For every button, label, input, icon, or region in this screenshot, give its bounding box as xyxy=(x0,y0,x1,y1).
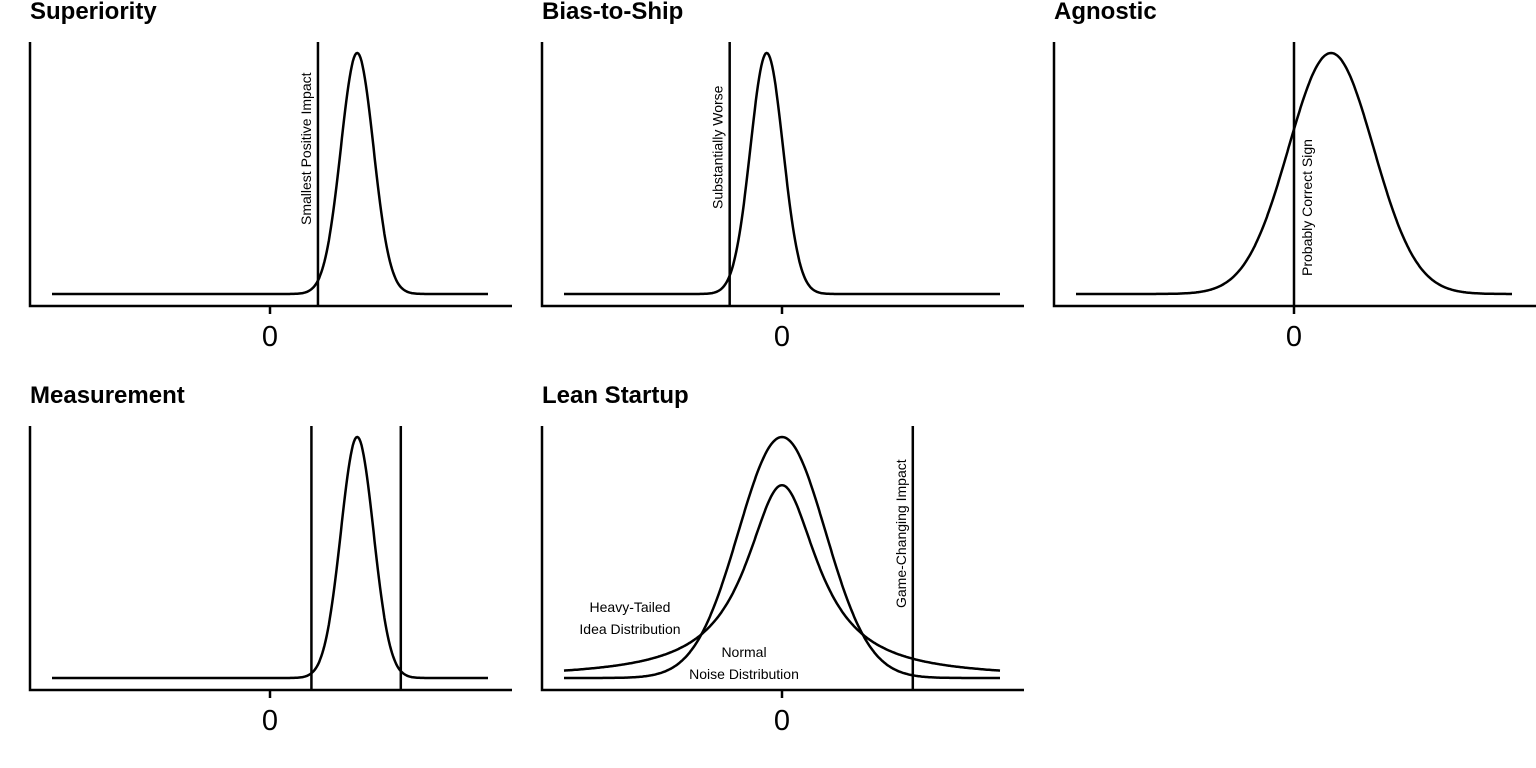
panel-measurement: Measurement 0 xyxy=(28,382,512,737)
density-curve-1 xyxy=(564,51,1000,296)
axis-lines xyxy=(540,426,1024,692)
panel-bias-to-ship: Bias-to-Ship 0 Substantially Worse xyxy=(540,0,1024,353)
x-tick-label: 0 xyxy=(262,705,278,737)
panel-title: Agnostic xyxy=(1054,0,1157,25)
threshold-label: Substantially Worse xyxy=(710,85,726,209)
threshold-label: Game-Changing Impact xyxy=(893,459,909,608)
density-curve-2 xyxy=(564,435,1000,680)
panel-title: Bias-to-Ship xyxy=(542,0,683,25)
x-tick-label: 0 xyxy=(774,705,790,737)
threshold-label: Smallest Positive Impact xyxy=(298,72,314,225)
panel-title: Lean Startup xyxy=(542,382,689,409)
density-curve-1 xyxy=(52,435,488,680)
panel-superiority: Superiority 0 Smallest Positive Impact xyxy=(28,0,512,353)
panel-agnostic: Agnostic 0 Probably Correct Sign xyxy=(1052,0,1536,353)
distribution-annotation: Normal xyxy=(721,644,766,660)
x-tick-label: 0 xyxy=(1286,321,1302,353)
x-tick-label: 0 xyxy=(262,321,278,353)
distribution-annotation: Noise Distribution xyxy=(689,666,799,682)
distribution-annotation: Idea Distribution xyxy=(579,621,680,637)
axis-lines xyxy=(540,42,1024,308)
panel-lean-startup: Lean Startup 0 Game-Changing Impact Heavy-T… xyxy=(540,382,1024,737)
x-tick-label: 0 xyxy=(774,321,790,353)
density-curve-1 xyxy=(563,483,1001,672)
distribution-annotation: Heavy-Tailed xyxy=(590,599,671,615)
axis-lines xyxy=(28,42,512,308)
panel-title: Superiority xyxy=(30,0,157,25)
threshold-label: Probably Correct Sign xyxy=(1299,139,1315,276)
panel-title: Measurement xyxy=(30,382,185,409)
axis-lines xyxy=(1052,42,1536,308)
axis-lines xyxy=(28,426,512,692)
density-curve-1 xyxy=(52,51,488,296)
